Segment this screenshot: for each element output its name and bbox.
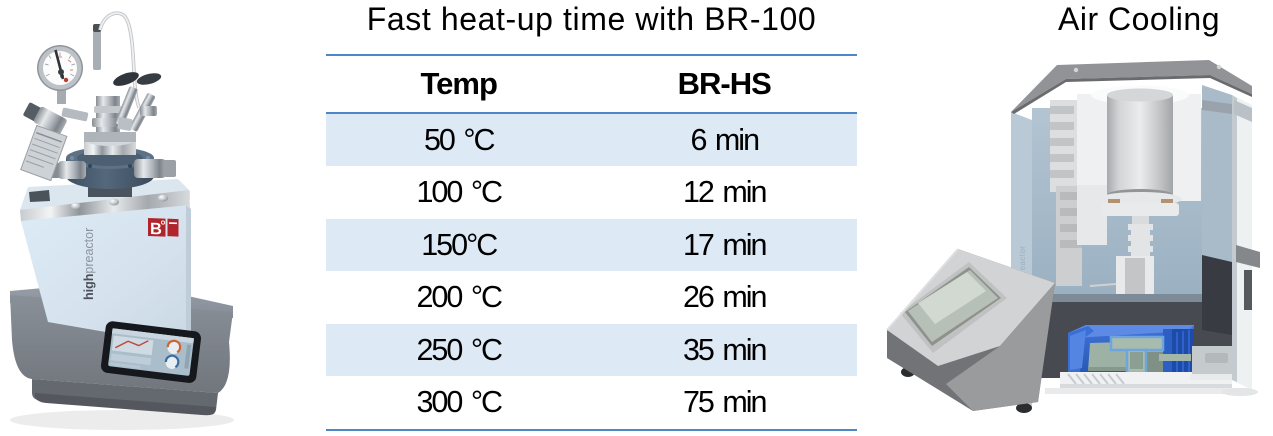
svg-text:highpreactor: highpreactor xyxy=(1018,246,1027,295)
svg-text:B: B xyxy=(150,220,162,238)
svg-text:highpreactor: highpreactor xyxy=(82,228,96,300)
